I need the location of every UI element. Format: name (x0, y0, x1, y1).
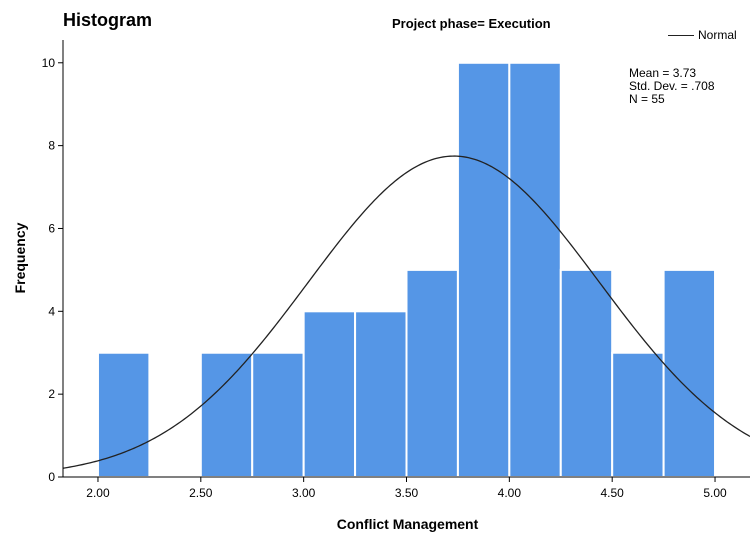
x-tick-label: 4.00 (498, 486, 522, 500)
histogram-bar (456, 61, 511, 479)
histogram-bar (405, 268, 459, 478)
stats-box: Mean = 3.73 Std. Dev. = .708 N = 55 (629, 67, 715, 106)
x-tick-label: 2.00 (86, 486, 110, 500)
x-axis-title: Conflict Management (336, 516, 479, 532)
y-tick-label: 6 (48, 221, 55, 235)
chart-subtitle: Project phase= Execution (392, 16, 551, 31)
histogram-bar (559, 268, 614, 478)
legend: Normal (668, 28, 737, 42)
y-tick-label: 8 (48, 139, 55, 153)
y-tick-label: 10 (42, 56, 56, 70)
histogram-bar (354, 310, 408, 479)
normal-curve-line (62, 155, 750, 469)
histogram-bar (199, 351, 254, 478)
x-tick-label: 4.50 (601, 486, 625, 500)
stats-mean: Mean = 3.73 (629, 66, 697, 80)
histogram-bar (662, 268, 717, 478)
x-tick-label: 3.50 (395, 486, 419, 500)
y-tick-label: 2 (48, 387, 55, 401)
chart-title: Histogram (63, 10, 153, 30)
stats-n: N = 55 (629, 92, 665, 106)
x-tick-label: 2.50 (189, 486, 213, 500)
histogram-bar (251, 351, 305, 478)
histogram-bar (508, 61, 562, 479)
x-tick-label: 3.00 (292, 486, 316, 500)
histogram-bar (96, 351, 151, 478)
legend-line-swatch (668, 34, 694, 36)
x-tick-label: 5.00 (703, 486, 727, 500)
y-tick-label: 0 (48, 470, 55, 484)
legend-label: Normal (698, 28, 737, 42)
histogram-bar (611, 351, 665, 478)
y-tick-label: 4 (48, 304, 55, 318)
stats-std-dev: Std. Dev. = .708 (629, 79, 715, 93)
histogram-bar (302, 310, 357, 479)
